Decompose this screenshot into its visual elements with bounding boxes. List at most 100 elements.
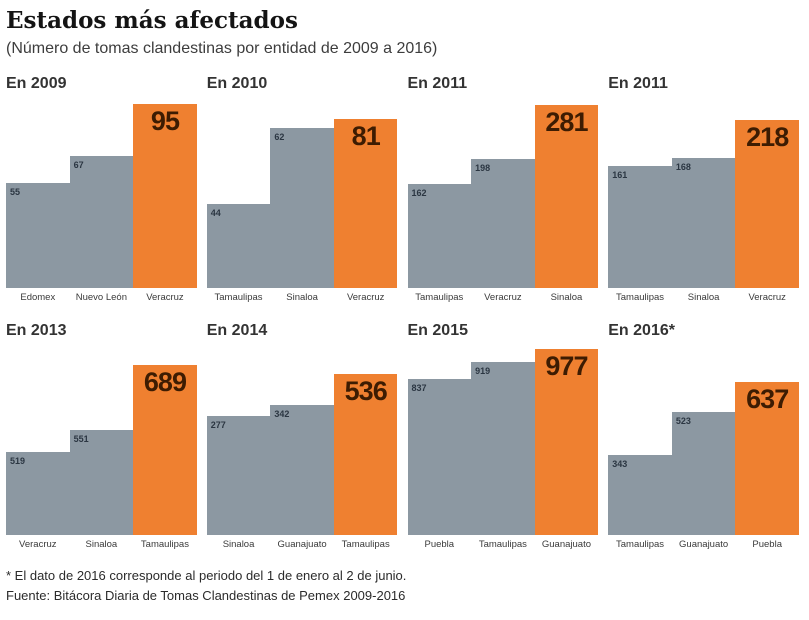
- bar: 161: [608, 165, 672, 288]
- page-title: Estados más afectados: [6, 7, 298, 34]
- x-axis-label: Tamaulipas: [478, 538, 527, 550]
- panel-bars: 837 919 977: [407, 345, 599, 535]
- x-axis-label: Guanajuato: [679, 538, 729, 550]
- panel-x-labels: Puebla Tamaulipas Guanajuato: [408, 539, 599, 550]
- panel-x-labels: Tamaulipas Guanajuato Puebla: [608, 539, 799, 550]
- bar-value: 523: [675, 415, 691, 426]
- bar-value: 536: [344, 375, 388, 406]
- x-axis-label: Tamaulipas: [616, 538, 665, 550]
- charts-grid: En 2009 55 67 95 Edomex Nuevo León Veracruz …: [6, 74, 799, 550]
- chart-panel: En 2015 837 919 977 Puebla Tamaulipas Guanaj…: [407, 321, 599, 550]
- bar-value: 218: [746, 121, 789, 152]
- bar-value: 689: [143, 366, 187, 397]
- x-axis-label: Tamaulipas: [341, 538, 390, 550]
- bar-value: 168: [675, 161, 691, 172]
- bar-value: 161: [612, 169, 628, 180]
- panel-year-label: En 2010: [206, 74, 268, 92]
- bar-value: 95: [150, 105, 180, 136]
- x-axis-label: Tamaulipas: [214, 291, 263, 303]
- panel-bars: 519 551 689: [6, 345, 197, 535]
- x-axis-label: Sinaloa: [222, 538, 255, 550]
- bar-highlighted: 81: [333, 118, 398, 288]
- panel-bars: 44 62 81: [206, 98, 398, 288]
- bar-highlighted: 95: [133, 103, 197, 288]
- panel-bars: 55 67 95: [6, 98, 197, 288]
- bar: 44: [206, 203, 271, 288]
- page-subtitle: (Número de tomas clandestinas por entida…: [6, 40, 438, 58]
- bar: 277: [206, 415, 271, 535]
- bar: 67: [69, 155, 134, 288]
- x-axis-label: Puebla: [424, 538, 455, 550]
- bar-value: 62: [274, 131, 285, 142]
- bar: 62: [270, 127, 334, 288]
- x-axis-label: Veracruz: [346, 291, 385, 303]
- bar-highlighted: 689: [133, 364, 197, 535]
- bar-value: 198: [475, 162, 491, 173]
- bar: 919: [471, 361, 535, 535]
- panel-x-labels: Sinaloa Guanajuato Tamaulipas: [207, 539, 398, 550]
- footnote-asterisk: * El dato de 2016 corresponde al periodo…: [6, 567, 407, 583]
- bar: 837: [407, 378, 472, 535]
- footnotes: * El dato de 2016 corresponde al periodo…: [6, 566, 799, 606]
- bar-value: 342: [274, 408, 290, 419]
- bar-value: 519: [10, 455, 26, 466]
- bar-value: 277: [210, 419, 226, 430]
- panel-x-labels: Tamaulipas Sinaloa Veracruz: [608, 292, 799, 303]
- panel-year-label: En 2015: [407, 321, 468, 339]
- bar: 523: [671, 411, 736, 535]
- bar: 342: [270, 404, 334, 535]
- bar: 343: [608, 454, 672, 535]
- x-axis-label: Veracruz: [748, 291, 786, 303]
- panel-year-label: En 2016*: [608, 321, 675, 339]
- panel-bars: 162 198 281: [407, 98, 599, 288]
- bar-value: 67: [73, 159, 84, 170]
- bar-value: 162: [411, 187, 427, 198]
- x-axis-label: Guanajuato: [277, 538, 327, 550]
- bar-value: 637: [746, 383, 789, 414]
- bar-value: 343: [612, 458, 628, 469]
- x-axis-label: Nuevo León: [75, 291, 127, 303]
- bar-value: 977: [545, 350, 588, 381]
- bar: 162: [407, 183, 472, 288]
- bar: 55: [6, 182, 70, 288]
- x-axis-label: Veracruz: [146, 291, 184, 303]
- x-axis-label: Tamaulipas: [415, 291, 464, 303]
- bar: 198: [471, 158, 535, 288]
- bar-value: 551: [73, 433, 89, 444]
- x-axis-label: Sinaloa: [85, 538, 118, 550]
- panel-x-labels: Tamaulipas Sinaloa Veracruz: [207, 292, 398, 303]
- x-axis-label: Tamaulipas: [616, 291, 665, 303]
- footnote-source: Fuente: Bitácora Diaria de Tomas Clandes…: [6, 587, 406, 603]
- chart-panel: En 2011 162 198 281 Tamaulipas Veracruz Sina…: [407, 74, 599, 303]
- bar: 519: [6, 451, 70, 535]
- x-axis-label: Sinaloa: [550, 291, 583, 303]
- panel-bars: 161 168 218: [608, 98, 799, 288]
- chart-panel: En 2016* 343 523 637 Tamaulipas Guanajuato P…: [608, 321, 799, 550]
- bar-value: 919: [475, 365, 491, 376]
- x-axis-label: Puebla: [752, 538, 782, 550]
- bar-value: 81: [351, 120, 381, 151]
- panel-x-labels: Veracruz Sinaloa Tamaulipas: [6, 539, 197, 550]
- bar-highlighted: 977: [534, 348, 599, 535]
- x-axis-label: Tamaulipas: [140, 538, 189, 550]
- panel-year-label: En 2011: [608, 74, 668, 92]
- bar-highlighted: 536: [333, 373, 398, 535]
- x-axis-label: Sinaloa: [687, 291, 720, 303]
- bar-value: 281: [545, 106, 588, 137]
- panel-x-labels: Tamaulipas Veracruz Sinaloa: [408, 292, 599, 303]
- panel-year-label: En 2013: [6, 321, 67, 339]
- panel-bars: 343 523 637: [608, 345, 799, 535]
- panel-year-label: En 2009: [6, 74, 67, 92]
- bar-highlighted: 218: [735, 119, 799, 288]
- panel-bars: 277 342 536: [206, 345, 398, 535]
- chart-panel: En 2009 55 67 95 Edomex Nuevo León Veracruz: [6, 74, 197, 303]
- x-axis-label: Sinaloa: [286, 291, 318, 303]
- panel-year-label: En 2014: [206, 321, 268, 339]
- x-axis-label: Veracruz: [484, 291, 522, 303]
- chart-panel: En 2011 161 168 218 Tamaulipas Sinaloa Verac…: [608, 74, 799, 303]
- x-axis-label: Edomex: [20, 291, 56, 303]
- x-axis-label: Veracruz: [19, 538, 57, 550]
- chart-panel: En 2010 44 62 81 Tamaulipas Sinaloa Veracruz: [206, 74, 398, 303]
- bar-value: 55: [10, 186, 21, 197]
